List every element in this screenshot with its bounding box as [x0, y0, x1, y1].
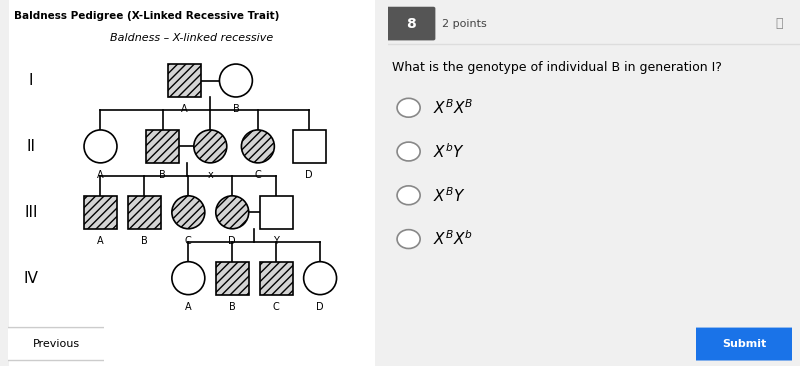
Text: Submit: Submit [722, 339, 766, 349]
FancyBboxPatch shape [3, 328, 109, 361]
Text: Baldness Pedigree (X-Linked Recessive Trait): Baldness Pedigree (X-Linked Recessive Tr… [14, 11, 280, 21]
Ellipse shape [304, 262, 337, 295]
Ellipse shape [216, 196, 249, 229]
Text: 8: 8 [406, 16, 415, 31]
FancyBboxPatch shape [691, 328, 797, 361]
Text: Previous: Previous [33, 339, 79, 349]
Bar [128, 196, 161, 229]
Bar [146, 130, 179, 163]
Text: C: C [254, 170, 262, 180]
Bar [216, 262, 249, 295]
Text: II: II [26, 139, 35, 154]
Text: $X^{B}X^{B}$: $X^{B}X^{B}$ [434, 98, 474, 117]
Bar [260, 196, 293, 229]
FancyBboxPatch shape [386, 7, 435, 40]
Text: $X^{B}Y$: $X^{B}Y$ [434, 186, 466, 205]
Bar [84, 196, 117, 229]
Text: I: I [29, 73, 34, 88]
Bar [260, 262, 293, 295]
Text: x: x [207, 170, 213, 180]
Text: B: B [229, 302, 236, 312]
Bar [293, 130, 326, 163]
Text: 2 points: 2 points [442, 19, 486, 29]
Text: 📌: 📌 [776, 17, 783, 30]
Circle shape [397, 142, 420, 161]
Ellipse shape [219, 64, 252, 97]
Text: B: B [233, 104, 239, 114]
Text: IV: IV [23, 271, 38, 285]
Text: $X^{b}Y$: $X^{b}Y$ [434, 142, 465, 161]
Text: A: A [97, 170, 104, 180]
Text: D: D [316, 302, 324, 312]
Text: A: A [185, 302, 192, 312]
Circle shape [397, 229, 420, 249]
Text: C: C [273, 302, 279, 312]
Circle shape [397, 186, 420, 205]
Text: A: A [182, 104, 188, 114]
Ellipse shape [194, 130, 226, 163]
Ellipse shape [242, 130, 274, 163]
Ellipse shape [84, 130, 117, 163]
Text: B: B [141, 236, 148, 246]
Text: III: III [24, 205, 38, 220]
Text: D: D [306, 170, 313, 180]
Text: D: D [229, 236, 236, 246]
Bar [168, 64, 201, 97]
Circle shape [397, 98, 420, 117]
Ellipse shape [172, 196, 205, 229]
Text: Baldness – X-linked recessive: Baldness – X-linked recessive [110, 33, 274, 43]
Text: A: A [97, 236, 104, 246]
Ellipse shape [172, 262, 205, 295]
Text: C: C [185, 236, 192, 246]
Text: B: B [159, 170, 166, 180]
Text: $X^{B}X^{b}$: $X^{B}X^{b}$ [434, 230, 473, 249]
Text: What is the genotype of individual B in generation I?: What is the genotype of individual B in … [392, 61, 722, 74]
Text: Y: Y [274, 236, 279, 246]
